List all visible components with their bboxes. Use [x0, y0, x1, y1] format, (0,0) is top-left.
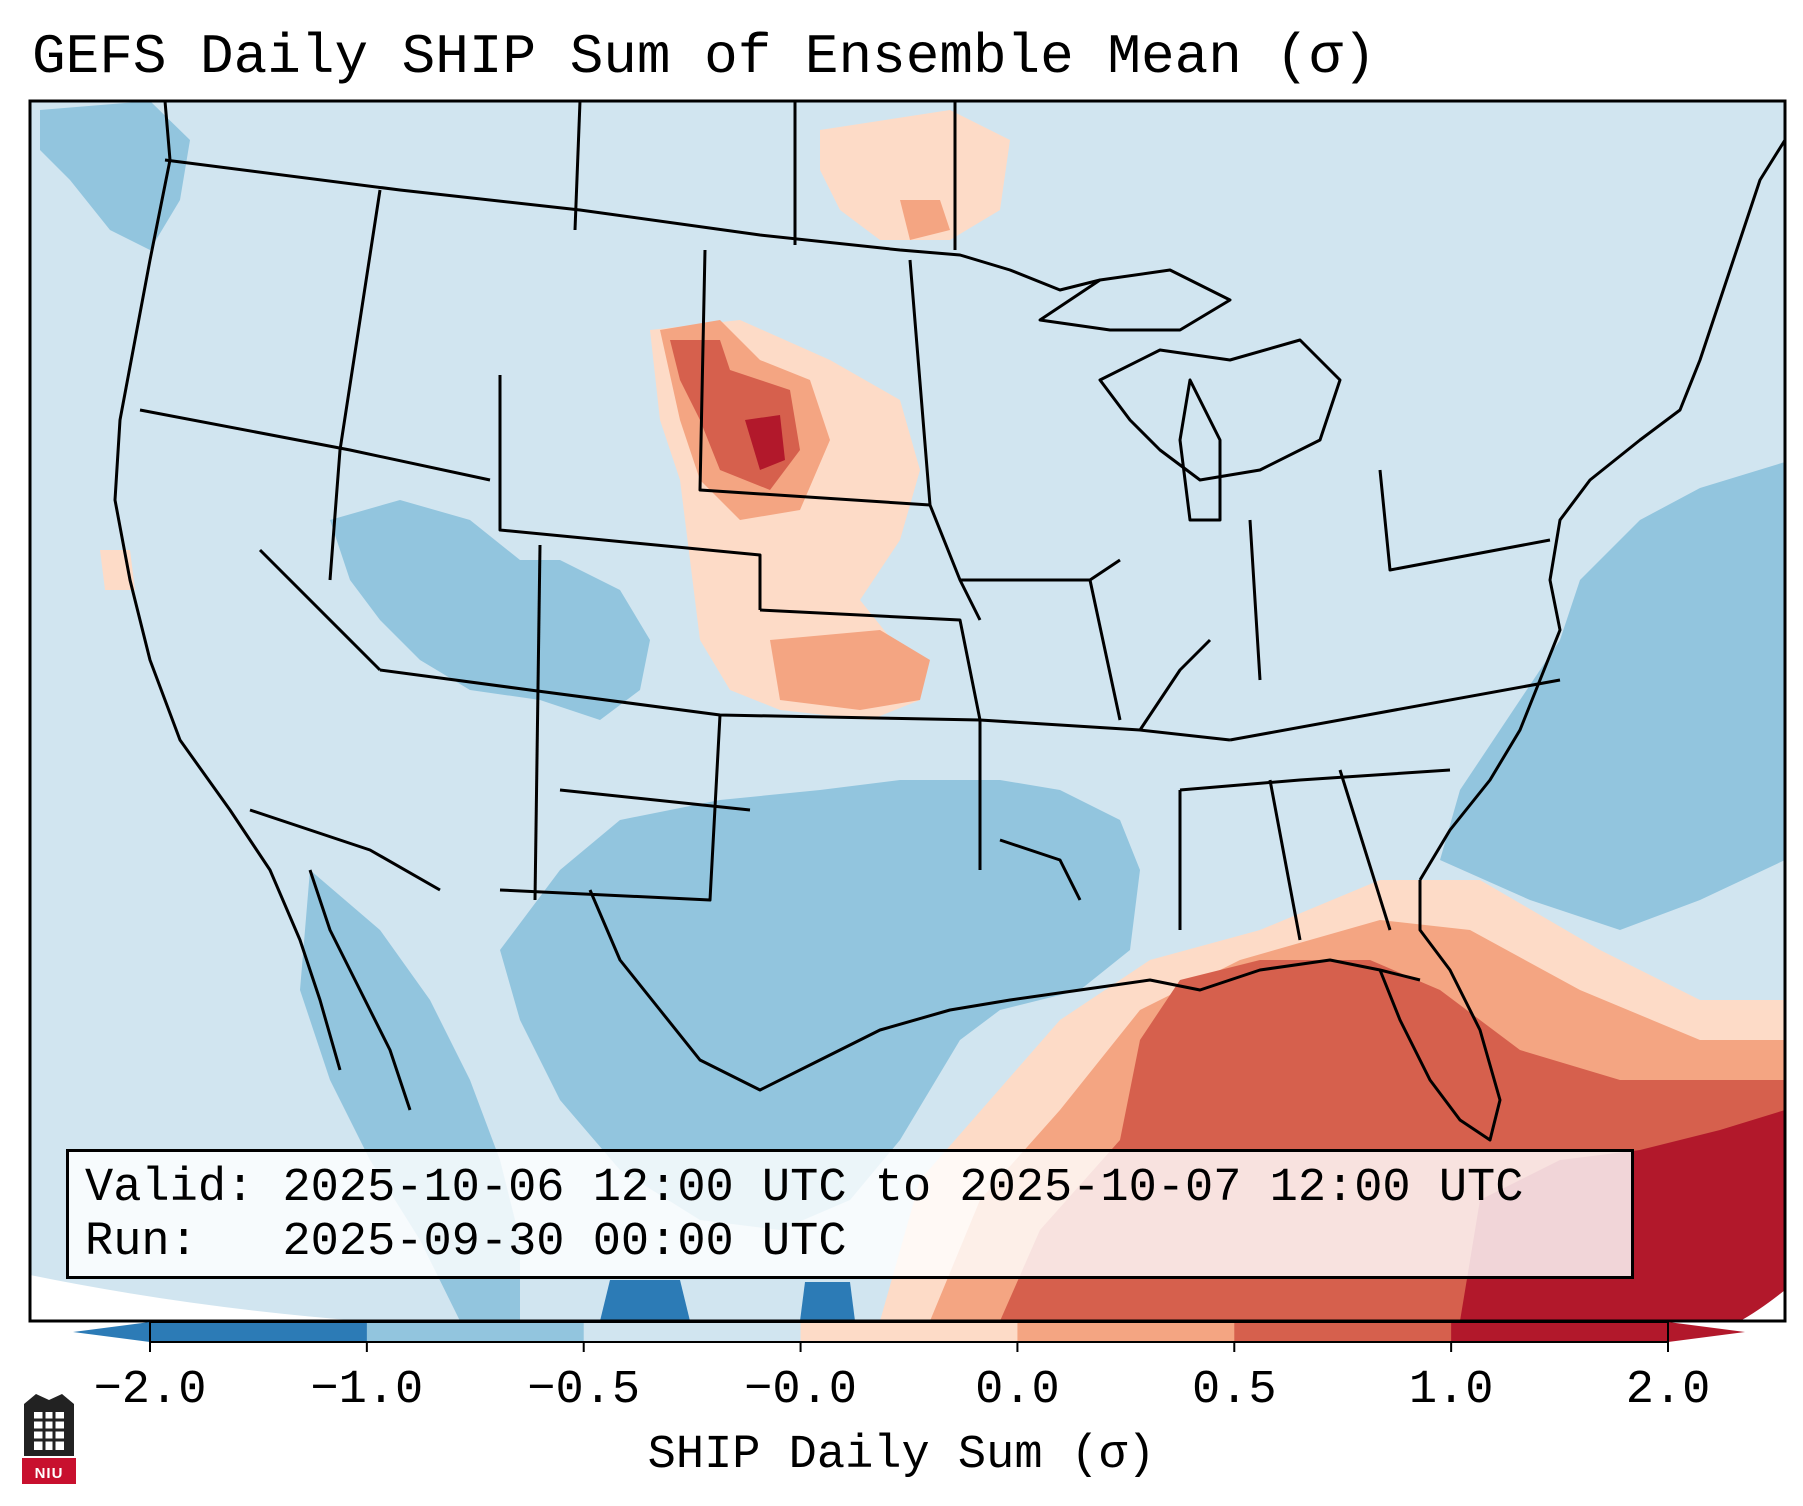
florida-coastline — [1378, 880, 1502, 1142]
colorbar-segment — [583, 1322, 802, 1342]
mexico-deep-negative-spot-2 — [800, 1282, 855, 1321]
outside-domain-area-right — [1740, 1290, 1785, 1321]
state-line-14 — [1179, 768, 1451, 792]
colorbar-tick-label: 1.0 — [1408, 1364, 1494, 1417]
colorbar-tick-label: −0.0 — [744, 1364, 857, 1417]
run-row: Run: 2025-09-30 00:00 UTC — [85, 1216, 1631, 1270]
valid-value: 2025-10-06 12:00 UTC to 2025-10-07 12:00… — [282, 1162, 1524, 1215]
run-value: 2025-09-30 00:00 UTC — [282, 1216, 847, 1269]
manitoba-positive-spot — [900, 200, 950, 240]
lake-michigan — [1178, 378, 1222, 522]
gulf-coastline — [588, 889, 1421, 1092]
state-line-3 — [498, 375, 762, 610]
colorbar-segment — [1451, 1322, 1669, 1342]
figure-title: GEFS Daily SHIP Sum of Ensemble Mean (σ) — [32, 25, 1377, 89]
heatmap-layer — [30, 101, 1785, 1321]
valid-label: Valid: — [85, 1162, 255, 1215]
state-line-19 — [1248, 519, 1262, 681]
colorbar-label: SHIP Daily Sum (σ) — [647, 1429, 1156, 1482]
great-lakes — [1098, 338, 1342, 482]
state-line-17 — [1268, 779, 1302, 941]
niu-logo: NIU — [20, 1390, 78, 1486]
colorbar-segment — [1234, 1322, 1452, 1342]
state-line-1 — [139, 408, 491, 482]
us-canada-border — [164, 158, 1101, 292]
state-line-9 — [698, 249, 931, 507]
atlantic-negative-region — [1440, 462, 1785, 930]
colorbar-segment — [800, 1322, 1018, 1342]
state-line-15 — [1229, 678, 1561, 742]
state-line-24 — [249, 808, 441, 892]
colorbar-segment — [366, 1322, 585, 1342]
valid-run-info-box: Valid: 2025-10-06 12:00 UTC to 2025-10-0… — [66, 1149, 1634, 1279]
state-line-2 — [328, 189, 382, 581]
colorbar-tick-label: −1.0 — [310, 1364, 424, 1417]
plains-extreme-positive-spot — [745, 415, 785, 470]
state-line-22 — [559, 788, 751, 812]
colorbar-segment — [150, 1322, 368, 1342]
state-line-12 — [1088, 579, 1122, 721]
east-coastline — [1418, 139, 1785, 881]
colorbar — [73, 1321, 1745, 1352]
state-line-20 — [1378, 469, 1551, 572]
valid-row: Valid: 2025-10-06 12:00 UTC to 2025-10-0… — [85, 1162, 1631, 1216]
colorbar-extend-low — [73, 1322, 150, 1342]
manitoba-positive-region — [820, 110, 1010, 240]
colorbar-tick-label: 2.0 — [1625, 1364, 1711, 1417]
colorbar-tick-label: −0.5 — [527, 1364, 641, 1417]
west-coastline — [113, 101, 342, 1071]
colorbar-tick-label: −2.0 — [93, 1364, 207, 1417]
colorbar-segment — [1017, 1322, 1235, 1342]
texas-negative-region — [500, 780, 1140, 1230]
state-line-18 — [1338, 769, 1392, 931]
state-line-5 — [379, 668, 981, 722]
baja-coastline — [308, 869, 412, 1111]
state-line-10 — [908, 259, 982, 621]
colorbar-extend-high — [1668, 1322, 1745, 1342]
state-line-4 — [533, 544, 542, 901]
state-line-21 — [999, 838, 1082, 901]
mexico-deep-negative-spot — [600, 1280, 690, 1321]
niu-logo-icon — [22, 1394, 76, 1484]
run-label: Run: — [85, 1216, 198, 1269]
pacific-nw-negative-region — [40, 101, 190, 250]
colorbar-tick-label: 0.5 — [1191, 1364, 1277, 1417]
niu-logo-text: NIU — [34, 1465, 64, 1482]
state-line-23 — [258, 548, 382, 672]
colorbar-outline — [149, 1321, 1669, 1343]
colorbar-tick-label: 0.0 — [975, 1364, 1060, 1417]
state-line-13 — [1138, 638, 1212, 731]
kansas-positive-region — [770, 630, 930, 710]
canada-province-line — [573, 101, 582, 231]
colorado-utah-negative-region — [330, 500, 650, 720]
map-boundaries — [113, 101, 1785, 1142]
state-line-7 — [499, 714, 722, 902]
outside-domain-area — [30, 1275, 363, 1321]
state-line-6 — [759, 608, 982, 870]
